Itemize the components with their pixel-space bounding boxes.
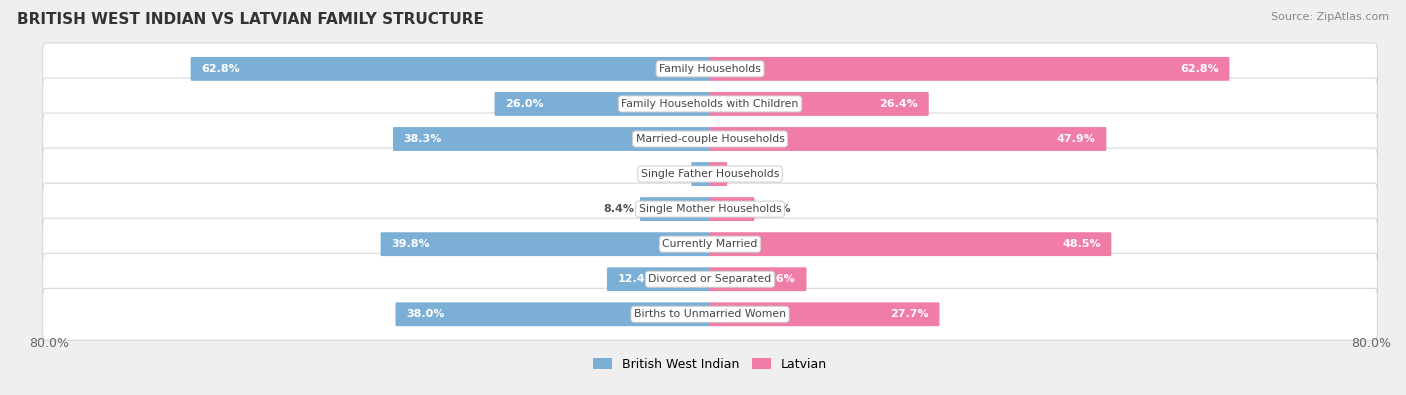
FancyBboxPatch shape bbox=[42, 113, 1378, 165]
Text: 48.5%: 48.5% bbox=[1062, 239, 1101, 249]
Text: Family Households with Children: Family Households with Children bbox=[621, 99, 799, 109]
Text: 26.4%: 26.4% bbox=[879, 99, 918, 109]
Legend: British West Indian, Latvian: British West Indian, Latvian bbox=[588, 353, 832, 376]
Text: 39.8%: 39.8% bbox=[391, 239, 430, 249]
FancyBboxPatch shape bbox=[42, 148, 1378, 200]
Text: 5.3%: 5.3% bbox=[761, 204, 792, 214]
Text: 38.0%: 38.0% bbox=[406, 309, 444, 319]
FancyBboxPatch shape bbox=[710, 267, 807, 291]
FancyBboxPatch shape bbox=[42, 183, 1378, 235]
FancyBboxPatch shape bbox=[42, 78, 1378, 130]
FancyBboxPatch shape bbox=[495, 92, 710, 116]
FancyBboxPatch shape bbox=[607, 267, 710, 291]
Text: Married-couple Households: Married-couple Households bbox=[636, 134, 785, 144]
Text: Single Mother Households: Single Mother Households bbox=[638, 204, 782, 214]
FancyBboxPatch shape bbox=[42, 288, 1378, 340]
FancyBboxPatch shape bbox=[692, 162, 710, 186]
FancyBboxPatch shape bbox=[710, 302, 939, 326]
Text: 62.8%: 62.8% bbox=[201, 64, 240, 74]
Text: Family Households: Family Households bbox=[659, 64, 761, 74]
Text: 11.6%: 11.6% bbox=[758, 274, 796, 284]
FancyBboxPatch shape bbox=[394, 127, 710, 151]
FancyBboxPatch shape bbox=[710, 92, 929, 116]
Text: 2.2%: 2.2% bbox=[654, 169, 685, 179]
Text: 47.9%: 47.9% bbox=[1057, 134, 1095, 144]
FancyBboxPatch shape bbox=[42, 253, 1378, 305]
Text: 12.4%: 12.4% bbox=[617, 274, 657, 284]
Text: BRITISH WEST INDIAN VS LATVIAN FAMILY STRUCTURE: BRITISH WEST INDIAN VS LATVIAN FAMILY ST… bbox=[17, 12, 484, 27]
Text: 2.0%: 2.0% bbox=[733, 169, 763, 179]
FancyBboxPatch shape bbox=[640, 197, 710, 221]
Text: Births to Unmarried Women: Births to Unmarried Women bbox=[634, 309, 786, 319]
Text: 62.8%: 62.8% bbox=[1180, 64, 1219, 74]
FancyBboxPatch shape bbox=[710, 162, 727, 186]
FancyBboxPatch shape bbox=[42, 43, 1378, 95]
Text: 27.7%: 27.7% bbox=[890, 309, 929, 319]
Text: 38.3%: 38.3% bbox=[404, 134, 441, 144]
Text: Source: ZipAtlas.com: Source: ZipAtlas.com bbox=[1271, 12, 1389, 22]
FancyBboxPatch shape bbox=[710, 57, 1229, 81]
FancyBboxPatch shape bbox=[710, 197, 755, 221]
Text: Currently Married: Currently Married bbox=[662, 239, 758, 249]
FancyBboxPatch shape bbox=[191, 57, 710, 81]
Text: Divorced or Separated: Divorced or Separated bbox=[648, 274, 772, 284]
Text: 8.4%: 8.4% bbox=[603, 204, 634, 214]
Text: 26.0%: 26.0% bbox=[505, 99, 544, 109]
FancyBboxPatch shape bbox=[381, 232, 710, 256]
FancyBboxPatch shape bbox=[395, 302, 710, 326]
Text: Single Father Households: Single Father Households bbox=[641, 169, 779, 179]
FancyBboxPatch shape bbox=[42, 218, 1378, 270]
FancyBboxPatch shape bbox=[710, 127, 1107, 151]
FancyBboxPatch shape bbox=[710, 232, 1111, 256]
